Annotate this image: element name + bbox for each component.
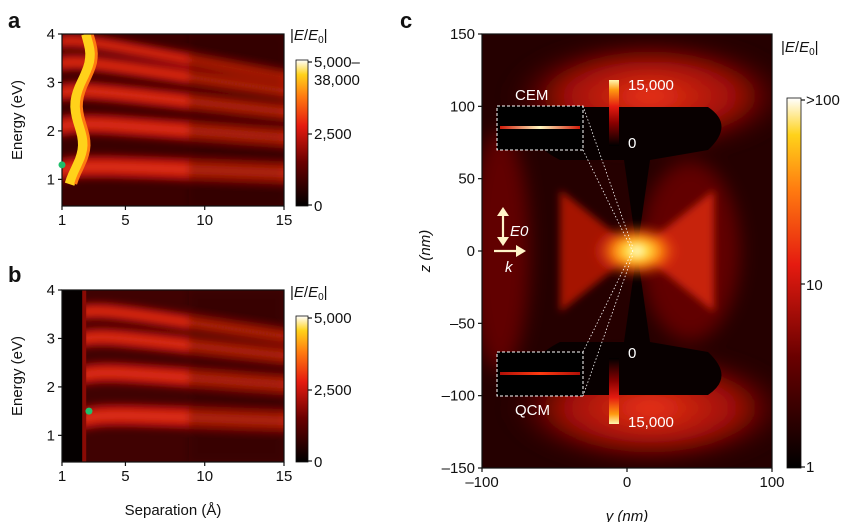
panel-b-xlabel: Separation (Å) <box>125 502 222 519</box>
panel-a-colorbar <box>295 59 309 207</box>
panel-a-label: a <box>8 8 21 33</box>
inset-cem-colorbar <box>609 80 619 146</box>
panel-c-ylabel: z (nm) <box>417 230 434 274</box>
panel-a-colorbar-title: |E/E0| <box>290 27 328 46</box>
x-tick-label: –100 <box>465 474 498 491</box>
inset-qcm-cb-min: 0 <box>628 345 636 362</box>
y-tick-label: 0 <box>467 243 475 260</box>
panel-c-cb-label-min: 1 <box>806 459 814 476</box>
panel-a-resonance-bands <box>62 34 284 206</box>
inset-qcm-colorbar <box>609 358 619 424</box>
panel-a-cb-label-mid: 2,500 <box>314 126 352 143</box>
onset-edge-yellow <box>64 34 96 186</box>
y-tick-label: 3 <box>47 74 55 91</box>
panel-c-label: c <box>400 8 412 33</box>
y-tick-label: 100 <box>450 98 475 115</box>
fade-region <box>188 290 284 462</box>
y-tick-label: –50 <box>450 315 475 332</box>
panel-b-colorbar <box>295 315 309 463</box>
inset-qcm-cb-max: 15,000 <box>628 414 674 431</box>
panel-c: c CEM <box>400 8 840 522</box>
y-tick-label: –100 <box>442 388 475 405</box>
panel-c-colorbar <box>786 97 802 469</box>
panel-b-cb-label-mid: 2,500 <box>314 382 352 399</box>
y-tick-label: 2 <box>47 379 55 396</box>
panel-b-ylabel: Energy (eV) <box>9 336 26 416</box>
panel-c-cb-label-max: >100 <box>806 92 840 109</box>
x-tick-label: 15 <box>276 212 293 229</box>
x-tick-label: 5 <box>121 468 129 485</box>
panel-b-colorbar-title: |E/E0| <box>290 284 328 303</box>
panel-b-resonance-bands <box>73 290 284 462</box>
zoom-line-qcm-2 <box>582 253 634 397</box>
y-tick-label: 50 <box>458 171 475 188</box>
zoom-line-qcm-1 <box>582 249 634 353</box>
panel-b-frame <box>61 289 285 463</box>
panel-c-xlabel: y (nm) <box>605 508 649 522</box>
inset-cem-cb-min: 0 <box>628 135 636 152</box>
gap-hotspot-blur <box>560 190 714 312</box>
x-tick-label: 10 <box>196 212 213 229</box>
x-tick-label: 15 <box>276 468 293 485</box>
panel-a-ylabel: Energy (eV) <box>9 80 26 160</box>
panel-a-heatmap <box>62 34 284 206</box>
inset-qcm-field <box>500 372 580 375</box>
polarization-arrow <box>494 207 526 257</box>
k-label: k <box>505 259 514 276</box>
panel-a-frame <box>61 33 285 207</box>
fade-region <box>188 34 284 206</box>
e0-arrow-head-up <box>497 207 509 216</box>
y-tick-label: 1 <box>47 427 55 444</box>
panel-a-cb-label-max: 5,000– <box>314 54 361 71</box>
y-tick-label: 2 <box>47 123 55 140</box>
e0-arrow-head-down <box>497 237 509 246</box>
e0-label: E0 <box>510 223 529 240</box>
panel-b-label: b <box>8 262 21 287</box>
panel-a-cb-label-max2: 38,000 <box>314 72 360 89</box>
panel-b-heatmap <box>62 290 284 462</box>
panel-b-marker <box>85 407 93 415</box>
inset-qcm-label: QCM <box>515 402 550 419</box>
zoom-line-cem-1 <box>582 105 634 249</box>
zoom-line-cem-2 <box>582 149 634 253</box>
x-tick-label: 1 <box>58 468 66 485</box>
onset-edge-orange <box>74 34 98 185</box>
panel-a-marker <box>58 161 66 169</box>
x-tick-label: 1 <box>58 212 66 229</box>
y-tick-label: 4 <box>47 282 55 299</box>
y-tick-label: 4 <box>47 26 55 43</box>
panel-b-cb-label-min: 0 <box>314 454 322 471</box>
inset-cem-label: CEM <box>515 87 548 104</box>
x-tick-label: 5 <box>121 212 129 229</box>
gap-hotspot <box>592 223 682 279</box>
x-tick-label: 100 <box>759 474 784 491</box>
gap-region <box>62 290 85 462</box>
y-tick-label: 3 <box>47 330 55 347</box>
inset-cem-field <box>500 126 580 129</box>
panel-c-cb-label-mid: 10 <box>806 277 823 294</box>
inset-cem-cb-max: 15,000 <box>628 77 674 94</box>
y-tick-label: –150 <box>442 460 475 477</box>
panel-c-colorbar-title: |E/E0| <box>781 39 819 58</box>
y-tick-label: 1 <box>47 171 55 188</box>
k-arrow-head <box>516 245 526 257</box>
panel-a-onset-edge <box>64 34 98 186</box>
panel-b-onset-edge <box>62 290 87 462</box>
panel-a-cb-label-min: 0 <box>314 198 322 215</box>
panel-c-field-map: CEM QCM 15,000 0 0 15,000 E0 k <box>482 34 772 468</box>
x-tick-label: 10 <box>196 468 213 485</box>
y-tick-label: 150 <box>450 26 475 43</box>
panel-b-cb-label-max: 5,000 <box>314 310 352 327</box>
x-tick-label: 0 <box>623 474 631 491</box>
